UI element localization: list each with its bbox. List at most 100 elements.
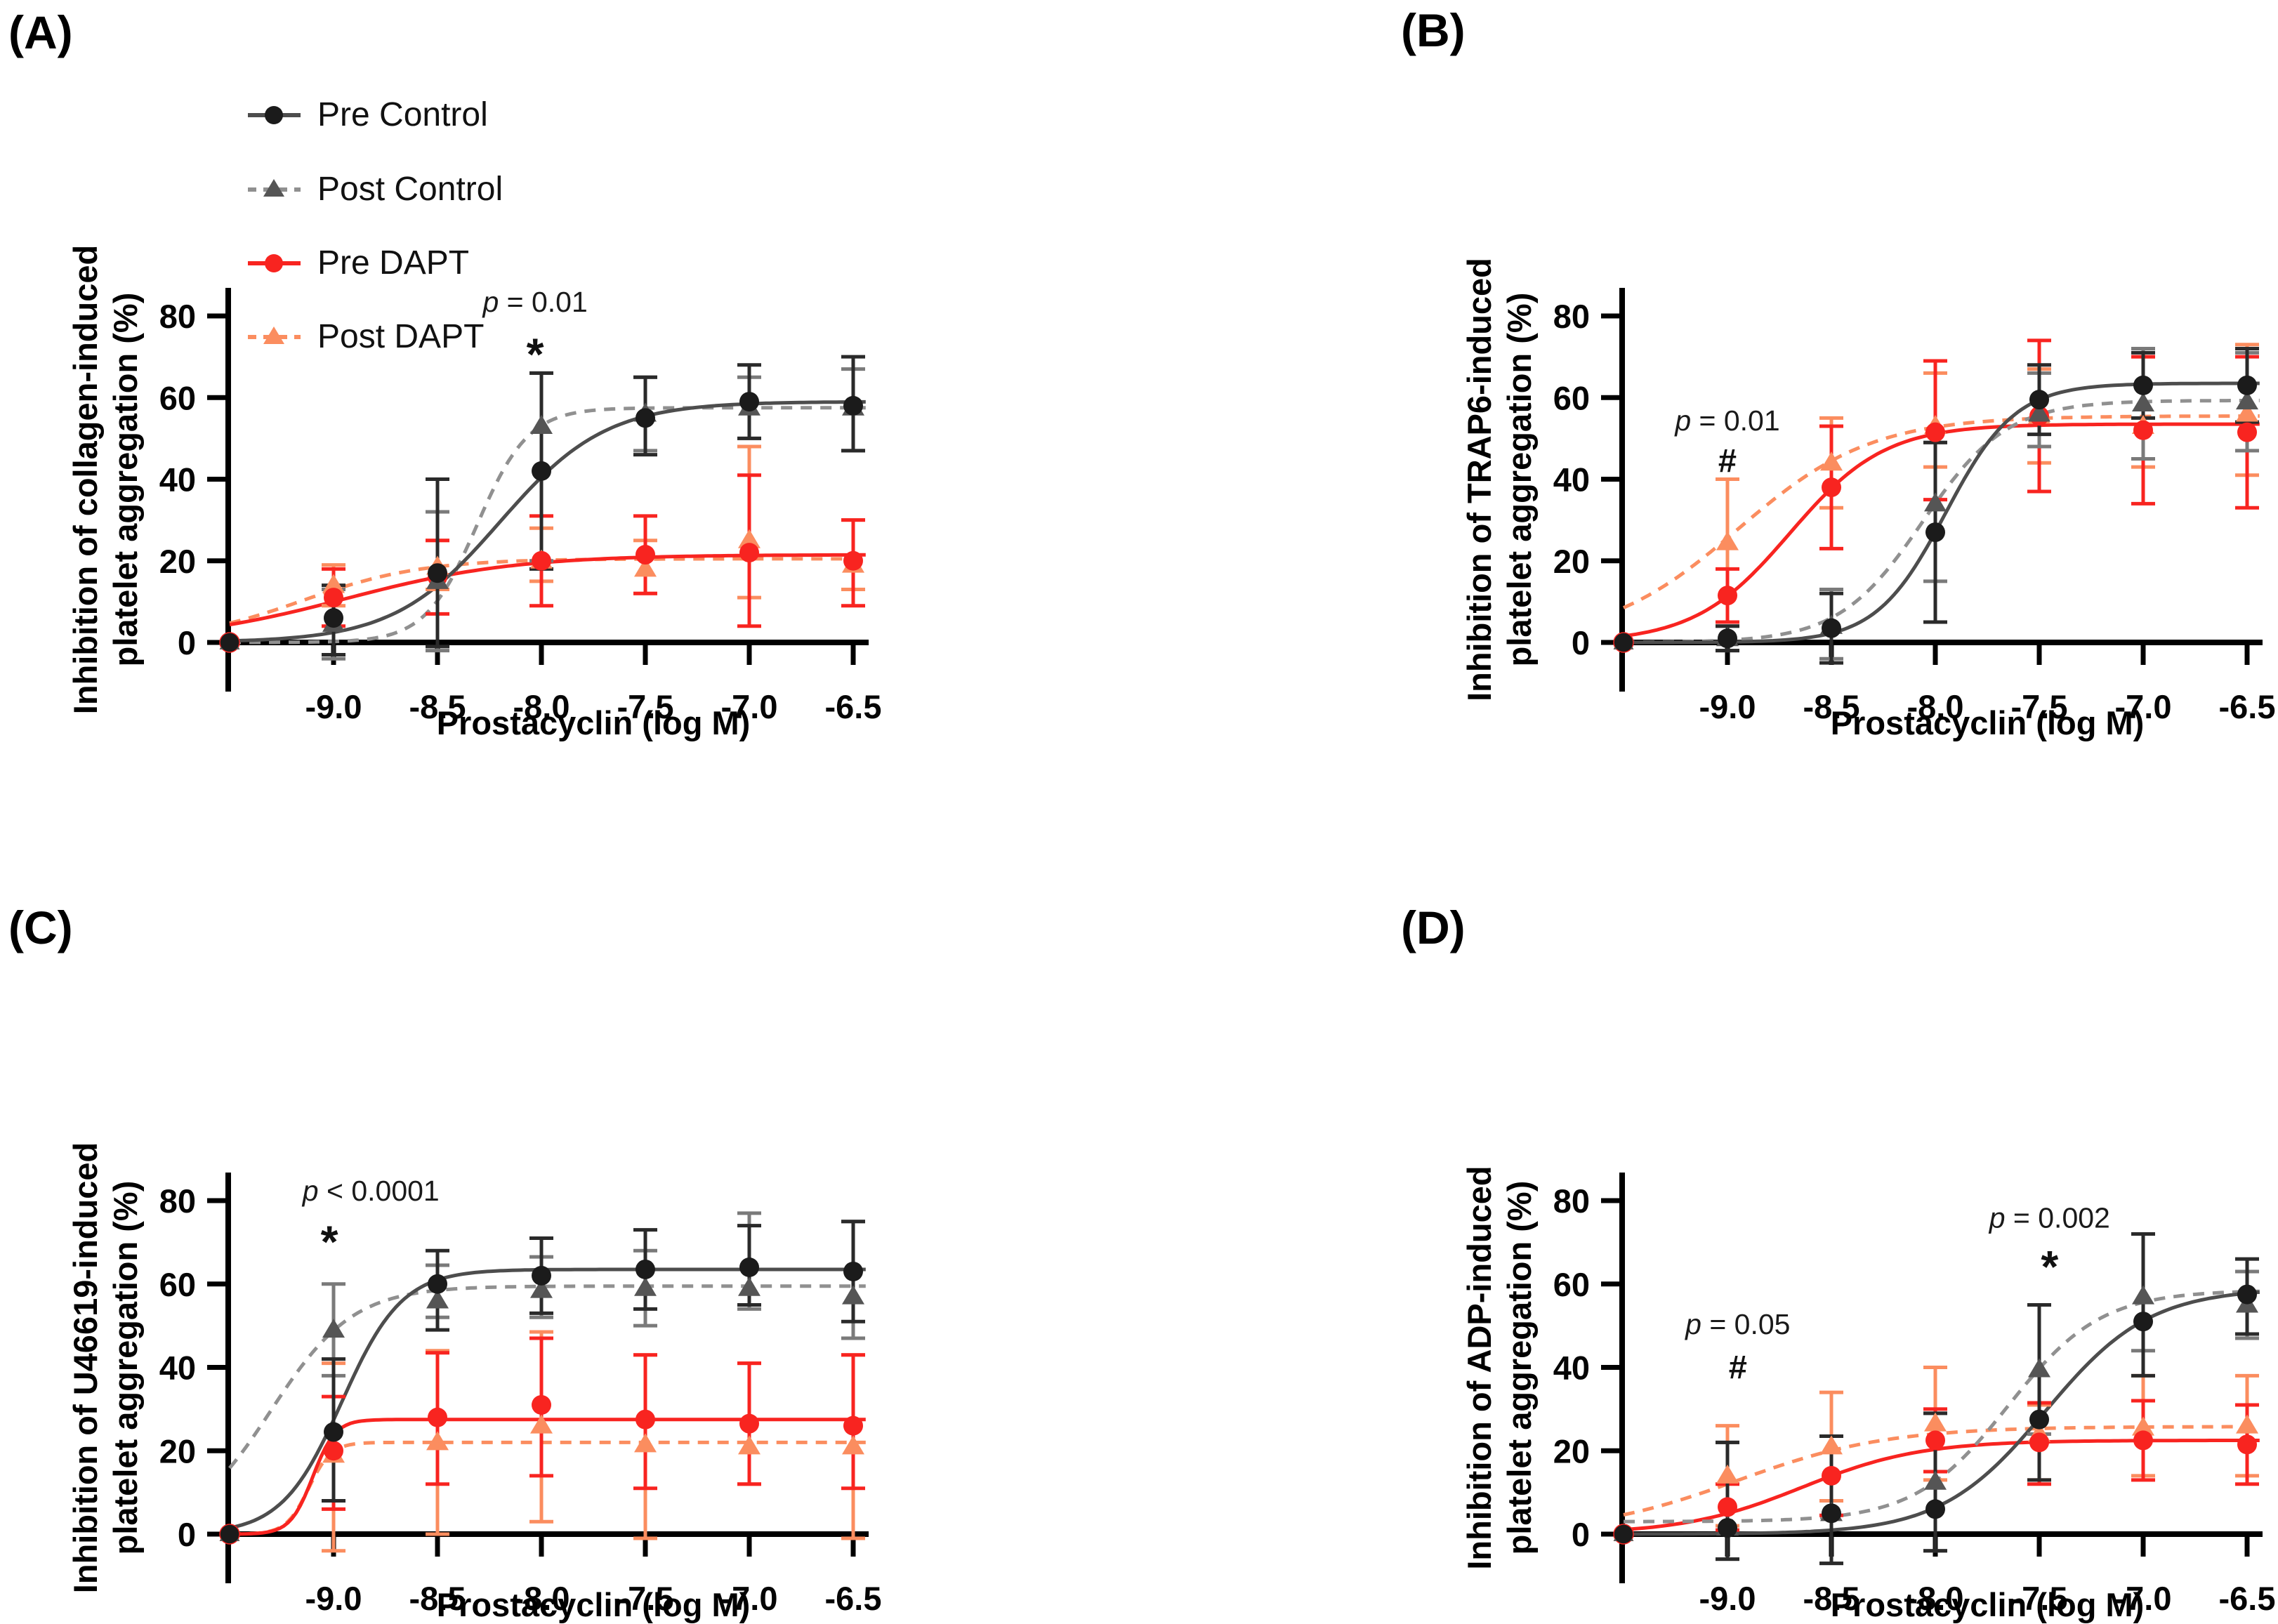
panel-label-d: (D) [1401, 902, 1466, 953]
y-tick-label: 20 [1553, 543, 1590, 580]
marker-post-dapt [634, 1433, 657, 1453]
marker-post-control [842, 1285, 864, 1305]
marker-post-dapt [1716, 531, 1739, 550]
marker-post-dapt [2236, 402, 2258, 422]
y-tick-label: 40 [159, 461, 196, 499]
marker-pre-control [1925, 522, 1945, 543]
series-curve-post-control [230, 406, 866, 645]
marker-pre-control [324, 608, 343, 628]
x-axis-title-a: Prostacyclin (log M) [436, 704, 751, 741]
x-tick-label: -7.5 [617, 688, 674, 725]
marker-post-dapt [2132, 1416, 2154, 1436]
x-tick-label: -8.0 [513, 688, 570, 725]
marker-pre-dapt [636, 1409, 655, 1430]
x-tick-label: -7.5 [2011, 1580, 2068, 1617]
p-value-annotation: p = 0.05 [1684, 1308, 1790, 1340]
significance-symbol: * [2041, 1241, 2058, 1292]
marker-post-dapt [2236, 1414, 2258, 1434]
marker-pre-dapt [324, 588, 343, 608]
legend-label-post-control: Post Control [317, 171, 503, 208]
marker-pre-dapt [2237, 422, 2257, 442]
marker-pre-control [2237, 1284, 2257, 1305]
marker-pre-control [220, 1524, 239, 1544]
marker-post-dapt [530, 1414, 553, 1434]
marker-pre-control [220, 633, 239, 652]
marker-pre-dapt [324, 1441, 343, 1461]
y-tick-label: 0 [1572, 624, 1590, 661]
marker-post-dapt [426, 1431, 449, 1451]
y-tick-label: 60 [1553, 1266, 1590, 1303]
marker-pre-control [532, 461, 551, 481]
significance-symbol: * [527, 329, 544, 380]
y-tick-label: 60 [1553, 379, 1590, 416]
y-tick-label: 60 [159, 1266, 196, 1303]
marker-pre-dapt [1822, 477, 1841, 498]
p-value-annotation: p = 0.01 [481, 286, 587, 318]
p-value-annotation: p = 0.002 [1988, 1202, 2110, 1234]
marker-pre-dapt [1925, 1430, 1945, 1451]
marker-pre-control [1614, 633, 1633, 652]
marker-post-dapt [1716, 1464, 1739, 1484]
marker-pre-control [324, 1422, 343, 1442]
marker-post-control [2132, 1285, 2154, 1305]
significance-symbol: # [1729, 1349, 1747, 1386]
marker-post-dapt [322, 574, 345, 593]
marker-pre-dapt [1925, 422, 1945, 442]
marker-post-dapt [1820, 1435, 1843, 1455]
x-axis-title-b: Prostacyclin (log M) [1830, 704, 2145, 741]
panel-label-a: (A) [8, 6, 73, 58]
marker-pre-control [532, 1265, 551, 1286]
marker-pre-control [1925, 1499, 1945, 1519]
marker-post-dapt [842, 1435, 864, 1455]
p-value-annotation: p < 0.0001 [301, 1175, 440, 1207]
marker-post-control [1924, 1470, 1947, 1490]
marker-post-control [530, 414, 553, 434]
y-tick-label: 0 [178, 624, 196, 661]
marker-post-control [634, 1276, 657, 1296]
marker-post-control [2132, 392, 2154, 411]
y-axis-title-c: Inhibition of U46619-induced platelet ag… [67, 1142, 144, 1594]
x-tick-label: -8.5 [1803, 688, 1860, 725]
y-axis-title-b: Inhibition of TRAP6-induced platelet agg… [1461, 258, 1538, 701]
x-tick-label: -9.0 [305, 1580, 362, 1617]
marker-post-control [322, 1319, 345, 1338]
y-tick-label: 0 [1572, 1516, 1590, 1553]
marker-pre-dapt [1718, 586, 1737, 606]
y-axis-title-d: Inhibition of ADP-induced platelet aggre… [1461, 1166, 1538, 1570]
y-tick-label: 40 [159, 1349, 196, 1387]
marker-post-control [530, 1279, 553, 1298]
x-tick-label: -7.0 [721, 688, 778, 725]
x-tick-label: -7.0 [2115, 1580, 2172, 1617]
y-tick-label: 80 [159, 1182, 196, 1220]
y-tick-label: 20 [159, 543, 196, 580]
marker-post-control [2028, 402, 2050, 422]
marker-pre-control [2029, 390, 2049, 410]
marker-pre-dapt [532, 1394, 551, 1415]
marker-post-dapt [738, 529, 761, 548]
x-tick-label: -7.5 [617, 1580, 674, 1617]
significance-symbol: # [1718, 442, 1737, 479]
legend-swatch-marker [265, 106, 283, 124]
y-tick-label: 20 [1553, 1432, 1590, 1470]
y-axis-title-a: Inhibition of collagen-induced platelet … [67, 244, 144, 715]
marker-pre-dapt [2133, 420, 2153, 440]
marker-pre-control [2237, 375, 2257, 395]
legend-swatch-marker [263, 179, 284, 197]
marker-pre-control [2133, 1312, 2153, 1332]
marker-pre-dapt [2133, 1430, 2153, 1451]
x-tick-label: -8.0 [1907, 688, 1964, 725]
marker-post-dapt [634, 557, 657, 577]
marker-pre-dapt [1718, 1497, 1737, 1517]
x-tick-label: -8.5 [409, 688, 466, 725]
x-tick-label: -7.0 [2115, 688, 2172, 725]
x-tick-label: -6.5 [2219, 1580, 2276, 1617]
marker-pre-dapt [1822, 1465, 1841, 1486]
marker-pre-control [1718, 628, 1737, 649]
marker-pre-dapt [843, 550, 863, 571]
marker-pre-control [2133, 375, 2153, 395]
y-tick-label: 80 [159, 298, 196, 335]
marker-pre-dapt [428, 1407, 447, 1427]
x-tick-label: -8.0 [513, 1580, 570, 1617]
legend-swatch-marker [263, 326, 284, 344]
